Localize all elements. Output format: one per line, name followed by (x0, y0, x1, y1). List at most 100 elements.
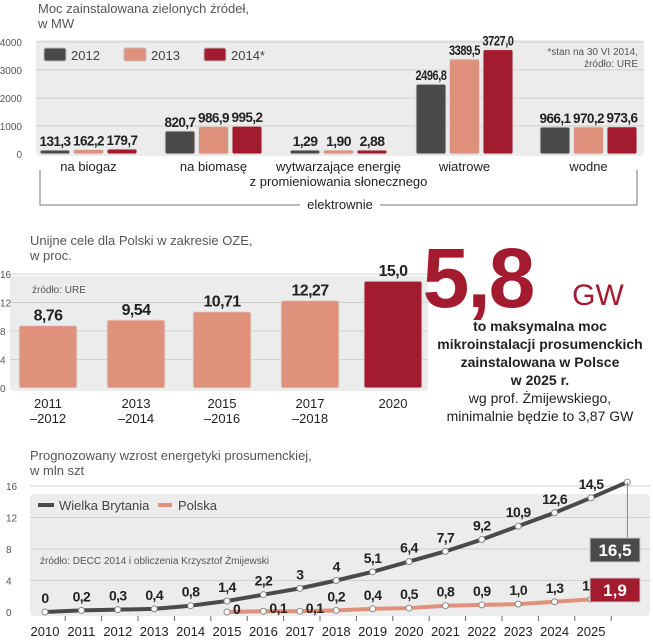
chart3-x-tick: 2015 (213, 624, 242, 639)
bar-1 (106, 319, 166, 389)
highlight-line-5: wg prof. Żmijewskiego, (468, 389, 611, 406)
bar-2012-1 (164, 130, 196, 155)
data-point (259, 607, 267, 615)
data-label: 0,2 (73, 588, 91, 604)
chart3-x-tick: 2023 (504, 624, 533, 639)
chart3-x-tick: 2020 (395, 624, 424, 639)
chart3-x-tick: 2014 (176, 624, 205, 639)
end-value-box (589, 537, 641, 563)
highlight-value: 5,8 (423, 231, 534, 325)
bar-2 (192, 311, 252, 389)
data-point (77, 606, 85, 614)
data-point (405, 558, 413, 566)
data-label: 0,1 (269, 600, 287, 616)
bar-value-label: 970,2 (573, 110, 605, 126)
data-point (223, 608, 231, 616)
data-point (369, 605, 377, 613)
group-label: elektrownie (307, 197, 373, 212)
data-label: 0,1 (306, 600, 324, 616)
eu-targets-chart: Unijne cele dla Polski w zakresie OZE, w… (0, 233, 428, 426)
category-label: 2011 (34, 396, 62, 411)
chart3-x-tick: 2018 (322, 624, 351, 639)
chart3-x-tick: 2021 (431, 624, 460, 639)
bar-value-label: 2,88 (360, 133, 386, 149)
data-label: 10,9 (506, 504, 532, 520)
bar-value-label: 995,2 (232, 109, 264, 125)
legend-label: Wielka Brytania (59, 498, 150, 513)
chart2-y-tick: 16 (0, 270, 12, 281)
chart3-x-tick: 2010 (31, 624, 60, 639)
chart2-subtitle: w proc. (29, 248, 72, 263)
data-label: 7,7 (437, 529, 455, 545)
data-label: 0,3 (109, 588, 127, 604)
bar-2013-4 (573, 126, 604, 155)
chart3-x-tick: 2025 (577, 624, 606, 639)
highlight-unit: GW (572, 279, 624, 312)
bar-2014-0 (106, 148, 138, 155)
category-label: wodne (568, 159, 607, 174)
series-line-polska (226, 595, 628, 614)
data-point (478, 601, 486, 609)
data-label: 1,4 (218, 579, 236, 595)
bar-2013-1 (198, 125, 229, 155)
category-label: –2012 (30, 411, 66, 426)
data-label: 12,6 (542, 491, 568, 507)
category-label: na biogaz (60, 159, 116, 174)
chart3-source: źródło: DECC 2014 i obliczenia Krzysztof… (40, 554, 269, 567)
bar-2012-2 (289, 149, 321, 155)
data-label: 0,5 (400, 586, 418, 602)
chart3-x-tick: 2011 (67, 624, 95, 639)
bar-value-label: 3727,0 (483, 33, 515, 49)
data-point (41, 608, 49, 616)
bar-2013-0 (73, 148, 104, 155)
chart1-y-tick: 2000 (0, 94, 22, 105)
chart3-y-tick: 0 (6, 608, 12, 619)
category-label: –2014 (118, 411, 154, 426)
prosumer-growth-chart: Prognozowany wzrost energetyki prosumenc… (6, 448, 650, 639)
chart3-x-tick: 2016 (249, 624, 278, 639)
data-point (405, 604, 413, 612)
data-point (551, 598, 559, 606)
chart2-y-tick: 4 (0, 356, 6, 367)
bar-2013-2 (323, 149, 354, 155)
data-label: 0,4 (364, 587, 382, 603)
bar-value-label: 162,2 (73, 132, 105, 148)
chart3-x-tick: 2017 (285, 624, 314, 639)
chart3-x-tick: 2022 (467, 624, 496, 639)
bar-value-label: 9,54 (122, 302, 151, 319)
bar-2012-4 (539, 126, 571, 155)
data-label: 6,4 (400, 540, 418, 556)
bar-4 (363, 280, 423, 389)
data-label: 2,2 (255, 573, 273, 589)
data-label: 0 (41, 590, 49, 606)
chart1-y-tick: 1000 (0, 122, 22, 133)
bar-value-label: 3389,5 (449, 42, 481, 58)
data-point (478, 536, 486, 544)
data-label: 3 (296, 566, 304, 582)
data-label: 4 (333, 559, 341, 575)
data-point (150, 605, 158, 613)
data-label: 0,2 (327, 588, 345, 604)
category-label: 2017 (296, 396, 325, 411)
data-point (514, 522, 522, 530)
chart3-y-tick: 16 (6, 482, 18, 493)
data-label: 0,8 (437, 584, 455, 600)
data-point (332, 606, 340, 614)
chart1-y-tick: 3000 (0, 66, 22, 77)
category-label: wiatrowe (438, 159, 490, 174)
highlight-line-6: minimalnie będzie to 3,87 GW (447, 408, 635, 424)
chart2-y-tick: 12 (0, 299, 12, 310)
bar-value-label: 15,0 (379, 263, 408, 280)
end-value-box (589, 577, 641, 603)
bar-2014-2 (356, 149, 388, 155)
installed-capacity-chart: Moc zainstalowana zielonych źródeł, w MW… (0, 1, 644, 212)
bar-value-label: 1,29 (293, 133, 319, 149)
bar-0 (18, 325, 78, 389)
end-value-label: 1,9 (603, 581, 627, 600)
chart1-note-line1: *stan na 30 VI 2014, (547, 47, 638, 58)
bar-value-label: 820,7 (165, 114, 197, 130)
chart2-y-tick: 8 (0, 327, 6, 338)
data-point (514, 600, 522, 608)
bar-value-label: 973,6 (607, 110, 639, 126)
